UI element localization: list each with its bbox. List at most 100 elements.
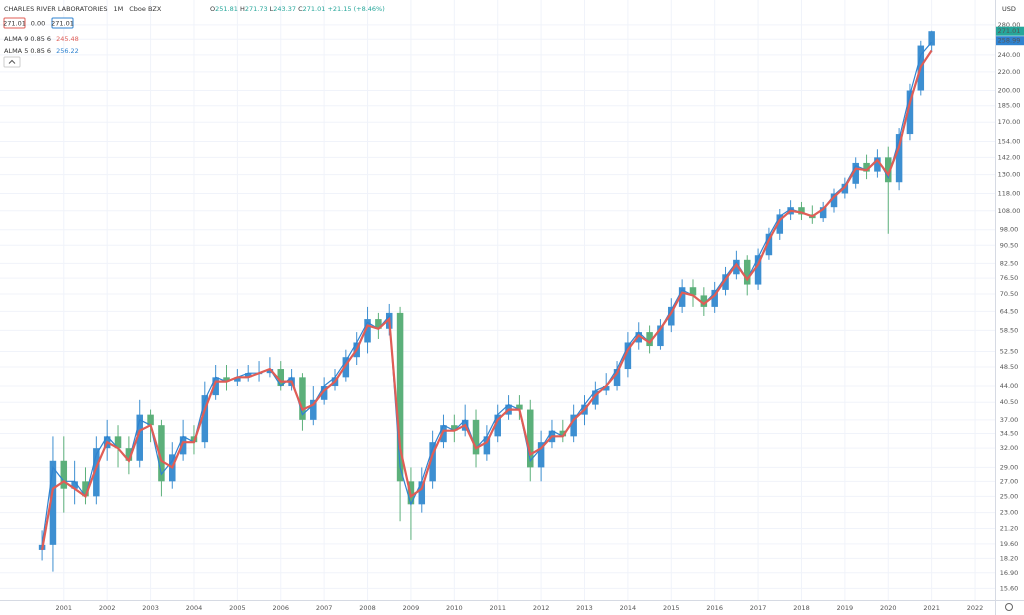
candle-body	[418, 481, 426, 505]
legend-name: ALMA 9 0.85 6	[4, 35, 51, 43]
x-tick-label: 2013	[576, 604, 593, 612]
candle-body	[396, 312, 404, 482]
candle-body	[320, 386, 328, 400]
y-tick-label: 130.00	[998, 171, 1021, 179]
candle-body	[635, 332, 642, 343]
interval: 1M	[114, 5, 124, 13]
candle-body	[266, 369, 274, 374]
candle-body	[646, 332, 653, 347]
button[interactable]	[51, 17, 74, 29]
x-tick-label: 2019	[837, 604, 854, 612]
currency-label: USD	[1002, 5, 1016, 13]
candle-body	[299, 377, 306, 420]
candle-body	[819, 207, 827, 219]
button[interactable]	[3, 17, 26, 29]
x-tick-label: 2002	[99, 604, 116, 612]
candle-body	[277, 369, 285, 387]
candle-body	[375, 319, 382, 329]
candle-body	[689, 287, 697, 296]
price-label: 271.01	[998, 27, 1021, 35]
symbol-title: CHARLES RIVER LABORATORIES 1M Cboe BZX	[4, 5, 162, 13]
y-tick-label: 185.00	[998, 102, 1021, 110]
header: CHARLES RIVER LABORATORIES 1M Cboe BZX O25…	[3, 5, 1016, 611]
indicator-line	[41, 41, 933, 545]
candle-body	[874, 157, 881, 172]
candle-body	[212, 377, 219, 396]
candle-body	[234, 377, 241, 382]
button-label[interactable]: 271.01	[51, 20, 74, 28]
price-label-bg	[996, 36, 1024, 46]
candle-body	[928, 31, 935, 46]
candle-body	[483, 436, 491, 455]
y-tick-label: 82.50	[1000, 259, 1019, 267]
candle-body	[179, 436, 187, 455]
y-tick-label: 52.50	[1000, 348, 1019, 356]
x-tick-label: 2006	[272, 604, 289, 612]
candle-body	[884, 157, 892, 183]
legend-name: ALMA 5 0.85 6	[4, 47, 51, 55]
candle-body	[71, 481, 78, 489]
candle-body	[516, 404, 523, 410]
y-tick-label: 280.00	[998, 21, 1021, 29]
price-label: 258.99	[998, 37, 1021, 45]
collapse-icon[interactable]	[8, 59, 16, 64]
candle-body	[657, 325, 664, 347]
x-tick-label: 2011	[489, 604, 506, 612]
candle-body	[711, 289, 718, 307]
y-tick-label: 16.90	[1000, 569, 1019, 577]
candle-body	[114, 436, 122, 449]
y-tick-label: 23.00	[1000, 509, 1019, 517]
candle-body	[494, 414, 501, 437]
candle-body	[60, 460, 68, 489]
y-tick-label: 108.00	[998, 207, 1021, 215]
title: CHARLES RIVER LABORATORIES	[4, 5, 108, 13]
y-tick-label: 170.00	[998, 118, 1021, 126]
y-tick-label: 32.00	[1000, 444, 1019, 452]
candle-body	[613, 369, 621, 387]
y-tick-label: 15.60	[1000, 584, 1019, 592]
candle-body	[906, 90, 914, 135]
button-label[interactable]: 271.01	[3, 20, 26, 28]
x-tick-label: 2001	[56, 604, 73, 612]
candle-body	[668, 306, 675, 326]
x-tick-label: 2009	[403, 604, 420, 612]
axes: 15.60 16.90 18.20 19.60 21.20 23.00 25.00 27.00…	[56, 21, 1024, 612]
button-label: 0.00	[31, 20, 45, 28]
y-tick-label: 200.00	[998, 87, 1021, 95]
x-tick-label: 2014	[620, 604, 637, 612]
candle-body	[841, 183, 849, 194]
candle-body	[244, 373, 252, 378]
candle-body	[765, 233, 773, 256]
y-tick-label: 21.20	[1000, 525, 1019, 533]
y-tick-label: 37.00	[1000, 416, 1019, 424]
candle-body	[440, 425, 447, 443]
candle-body	[49, 460, 57, 545]
candle-body	[82, 481, 89, 497]
candle-body	[537, 442, 545, 468]
candle-body	[342, 357, 350, 378]
y-tick-label: 58.50	[1000, 326, 1019, 334]
y-tick-label: 142.00	[998, 153, 1021, 161]
y-tick-label: 220.00	[998, 68, 1021, 76]
ohlc-legend: O251.81 H271.73 L243.37 C271.01 +21.15 (…	[210, 5, 385, 13]
y-tick-label: 44.00	[1000, 382, 1019, 390]
candle-body	[201, 395, 209, 443]
x-tick-label: 2022	[967, 604, 984, 612]
y-tick-label: 64.50	[1000, 307, 1019, 315]
legend-value: 245.48	[56, 35, 79, 43]
settings-icon[interactable]	[1005, 603, 1013, 611]
exchange: Cboe BZX	[129, 5, 162, 13]
y-tick-label: 18.20	[1000, 554, 1019, 562]
y-tick-label: 34.50	[1000, 429, 1019, 437]
candle-body	[527, 409, 534, 468]
x-tick-label: 2007	[316, 604, 333, 612]
collapse-button[interactable]	[3, 56, 21, 68]
change: +21.15 (+8.46%)	[327, 5, 384, 13]
candle-body	[700, 295, 708, 307]
candle-body	[472, 419, 480, 455]
candle-body	[570, 414, 577, 437]
candle-body	[364, 319, 371, 343]
y-tick-label: 154.00	[998, 138, 1021, 146]
candle-body	[592, 390, 599, 405]
